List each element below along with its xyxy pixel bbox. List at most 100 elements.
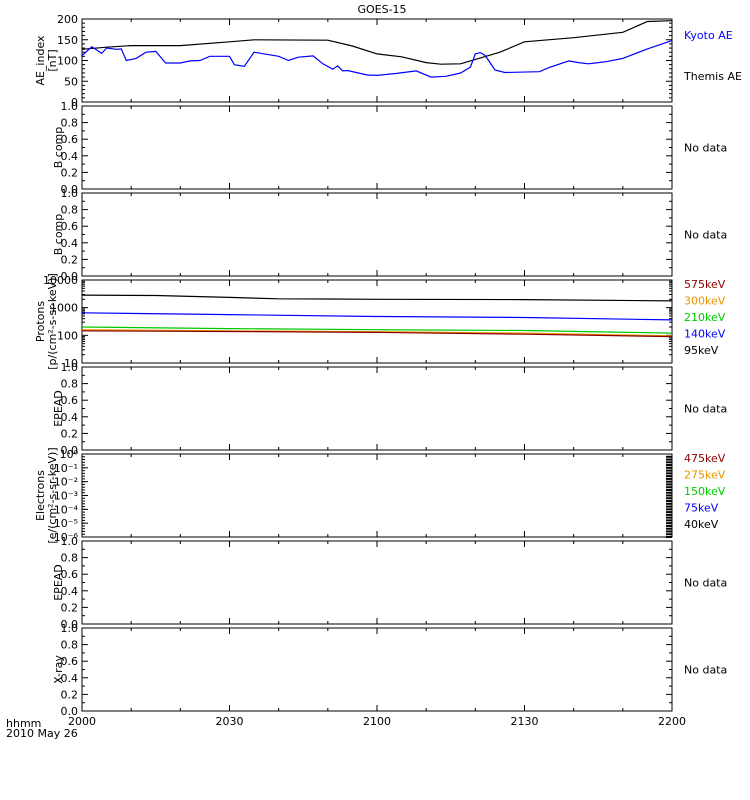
y-tick-label: 1.0 bbox=[61, 187, 79, 200]
panel-bcomp2: 0.0 0.2 0.4 0.6 0.8 1.0 B comp No data bbox=[52, 187, 727, 283]
y-tick-label: 0.8 bbox=[61, 378, 79, 391]
no-data-label: No data bbox=[684, 664, 727, 677]
series-line-210kev bbox=[81, 326, 673, 334]
y-tick-label: 100 bbox=[57, 55, 78, 68]
y-axis-label: Electrons bbox=[34, 470, 47, 521]
y-tick-label: 0.4 bbox=[61, 150, 79, 163]
no-data-label: No data bbox=[684, 142, 727, 155]
y-tick-label: 0.2 bbox=[61, 253, 79, 266]
no-data-label: No data bbox=[684, 577, 727, 590]
chart-title: GOES-15 bbox=[357, 3, 406, 16]
y-tick-label: 0.2 bbox=[61, 688, 79, 701]
panel-frame bbox=[81, 627, 673, 712]
y-tick-label: 1.0 bbox=[61, 361, 79, 374]
series-line-kyoto-ae bbox=[81, 40, 673, 78]
x-tick-label: 2030 bbox=[216, 715, 244, 728]
panel-protons: 10 100 1000 10000 Protons [p/(cm²-s-sr-keV)] 5… bbox=[34, 273, 726, 370]
time-unit-label: hhmm bbox=[6, 717, 41, 730]
y-tick-label: 10⁻³ bbox=[54, 490, 78, 503]
series-line-140kev bbox=[81, 312, 673, 321]
y-axis-label: Protons bbox=[34, 301, 47, 342]
y-tick-label: 0.4 bbox=[61, 237, 79, 250]
x-tick-label: 2200 bbox=[658, 715, 686, 728]
y-axis-label: X-ray bbox=[52, 655, 65, 684]
y-tick-label: 50 bbox=[64, 75, 78, 88]
series-line-95kev bbox=[81, 294, 673, 302]
y-tick-label: 10⁰ bbox=[60, 448, 79, 461]
series-line-themis-ae bbox=[81, 20, 673, 65]
no-data-label: No data bbox=[684, 403, 727, 416]
y-tick-label: 0.0 bbox=[61, 618, 79, 631]
y-axis-label: B comp bbox=[52, 127, 65, 169]
y-tick-label: 0.6 bbox=[61, 655, 79, 668]
legend-entry: 150keV bbox=[684, 485, 726, 498]
y-tick-label: 0.2 bbox=[61, 601, 79, 614]
panel-epead1: 0.0 0.2 0.4 0.6 0.8 1.0 EPEAD No data bbox=[52, 361, 727, 457]
y-axis-label: EPEAD bbox=[52, 390, 65, 427]
legend-entry: 300keV bbox=[684, 295, 726, 308]
legend-entry: 75keV bbox=[684, 502, 719, 515]
y-tick-label: 0.8 bbox=[61, 204, 79, 217]
legend-entry: 475keV bbox=[684, 452, 726, 465]
panel-frame bbox=[81, 453, 673, 538]
panel-frame bbox=[81, 192, 673, 277]
legend-entry: Themis AE bbox=[683, 70, 742, 83]
y-tick-label: 0.6 bbox=[61, 133, 79, 146]
y-tick-label: 0.0 bbox=[61, 183, 79, 196]
legend-entry: 210keV bbox=[684, 311, 726, 324]
y-tick-label: 10⁻⁵ bbox=[54, 517, 78, 530]
panel-ae: 0 50 100 150 200 AE_index [nT] Kyoto AE Themis A… bbox=[34, 13, 742, 109]
panel-frame bbox=[81, 105, 673, 190]
y-tick-label: 0.8 bbox=[61, 117, 79, 130]
y-tick-label: 0.4 bbox=[61, 672, 79, 685]
panel-frame bbox=[81, 540, 673, 625]
y-tick-label: 0.8 bbox=[61, 552, 79, 565]
y-tick-label: 1.0 bbox=[61, 622, 79, 635]
panel-epead2: 0.0 0.2 0.4 0.6 0.8 1.0 EPEAD No data bbox=[52, 535, 727, 631]
y-axis-label: AE_index bbox=[34, 35, 47, 86]
y-tick-label: 0 bbox=[71, 96, 78, 109]
y-axis-label: [e/(cm²-s-sr-keV)] bbox=[46, 447, 59, 543]
y-tick-label: 1000 bbox=[50, 302, 78, 315]
y-tick-label: 0.6 bbox=[61, 394, 79, 407]
no-data-label: No data bbox=[684, 229, 727, 242]
y-tick-label: 10 bbox=[64, 357, 78, 370]
y-axis-label: B comp bbox=[52, 214, 65, 256]
series-line-575kev bbox=[81, 330, 673, 338]
legend-entry: 40keV bbox=[684, 518, 719, 531]
legend-entry: 95keV bbox=[684, 344, 719, 357]
panel-frame bbox=[81, 366, 673, 451]
legend-entry: 575keV bbox=[684, 278, 726, 291]
y-tick-label: 10⁻¹ bbox=[54, 462, 78, 475]
x-tick-label: 2100 bbox=[363, 715, 391, 728]
panels-group: 0 50 100 150 200 AE_index [nT] Kyoto AE Themis A… bbox=[34, 13, 742, 718]
y-tick-label: 10⁻² bbox=[54, 476, 78, 489]
panel-bcomp1: 0.0 0.2 0.4 0.6 0.8 1.0 B comp No data bbox=[52, 100, 727, 196]
panel-xray: 0.0 0.2 0.4 0.6 0.8 1.0 X-ray No data bbox=[52, 622, 727, 718]
y-tick-label: 0.6 bbox=[61, 220, 79, 233]
y-tick-label: 0.2 bbox=[61, 166, 79, 179]
y-tick-label: 1.0 bbox=[61, 535, 79, 548]
y-tick-label: 0.6 bbox=[61, 568, 79, 581]
date-label: 2010 May 26 bbox=[6, 727, 78, 740]
y-tick-label: 10⁻⁶ bbox=[54, 531, 79, 544]
y-axis-label: [p/(cm²-s-sr-keV)] bbox=[46, 273, 59, 370]
panel-frame bbox=[81, 279, 673, 364]
y-tick-label: 1.0 bbox=[61, 100, 79, 113]
y-tick-label: 0.4 bbox=[61, 585, 79, 598]
x-tick-label: 2000 bbox=[68, 715, 96, 728]
y-tick-label: 10000 bbox=[43, 274, 78, 287]
series-line-300kev bbox=[81, 329, 673, 337]
legend-entry: 140keV bbox=[684, 328, 726, 341]
y-tick-label: 100 bbox=[57, 329, 78, 342]
y-tick-label: 0.0 bbox=[61, 270, 79, 283]
legend-entry: Kyoto AE bbox=[684, 29, 733, 42]
y-tick-label: 0.8 bbox=[61, 639, 79, 652]
y-tick-label: 0.4 bbox=[61, 411, 79, 424]
y-axis-label: EPEAD bbox=[52, 564, 65, 601]
y-tick-label: 10⁻⁴ bbox=[54, 503, 79, 516]
legend-entry: 275keV bbox=[684, 469, 726, 482]
x-tick-label: 2130 bbox=[511, 715, 539, 728]
